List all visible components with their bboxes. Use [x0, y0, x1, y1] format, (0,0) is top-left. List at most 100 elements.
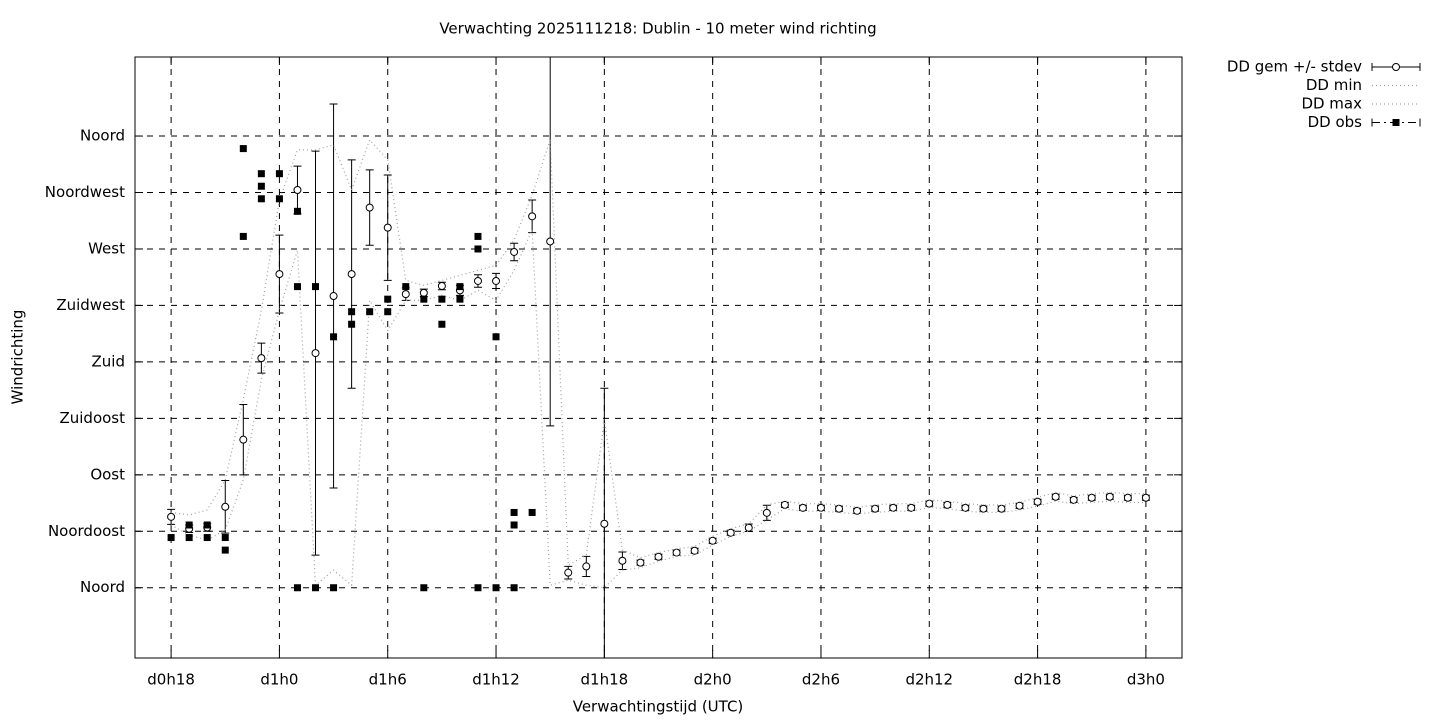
- point: [402, 283, 410, 291]
- point: [347, 270, 356, 279]
- point: [1069, 495, 1078, 504]
- point: [907, 503, 916, 512]
- point: [943, 500, 952, 509]
- point: [329, 292, 338, 301]
- point: [546, 237, 555, 246]
- point: [167, 534, 175, 542]
- point: [456, 283, 464, 291]
- point: [1123, 493, 1132, 502]
- point: [330, 333, 338, 341]
- legend-swatch: [1392, 119, 1400, 126]
- x-tick-label: d3h0: [1127, 671, 1165, 689]
- point: [528, 508, 536, 516]
- point: [239, 435, 248, 444]
- x-tick-label: d1h6: [369, 671, 407, 689]
- point: [438, 295, 446, 303]
- point: [474, 232, 482, 240]
- point: [618, 556, 627, 565]
- point: [365, 203, 374, 212]
- point: [708, 536, 717, 545]
- point: [510, 247, 519, 256]
- point: [492, 276, 501, 285]
- point: [221, 534, 229, 542]
- point: [239, 145, 247, 153]
- point: [997, 504, 1006, 513]
- point: [419, 288, 428, 297]
- point: [798, 503, 807, 512]
- point: [383, 223, 392, 232]
- point: [275, 270, 284, 279]
- point: [654, 552, 663, 561]
- legend-label: DD obs: [1308, 113, 1363, 131]
- point: [1105, 492, 1114, 501]
- x-tick-label: d1h0: [260, 671, 298, 689]
- point: [672, 548, 681, 557]
- point: [420, 295, 428, 303]
- legend-swatch: [1392, 63, 1400, 71]
- point: [275, 170, 283, 178]
- point: [348, 308, 356, 316]
- point: [726, 528, 735, 537]
- x-tick-label: d1h18: [581, 671, 629, 689]
- point: [510, 508, 518, 516]
- point: [203, 534, 211, 542]
- y-tick-label: Zuidwest: [56, 296, 125, 314]
- point: [239, 232, 247, 240]
- y-tick-label: Noordwest: [45, 183, 125, 201]
- point: [474, 584, 482, 592]
- point: [474, 245, 482, 253]
- point: [185, 534, 193, 542]
- point: [979, 504, 988, 513]
- point: [528, 212, 537, 221]
- point: [1033, 497, 1042, 506]
- point: [835, 504, 844, 513]
- point: [293, 584, 301, 592]
- x-axis-label: Verwachtingstijd (UTC): [573, 698, 744, 716]
- y-tick-label: West: [88, 239, 125, 257]
- point: [961, 503, 970, 512]
- point: [636, 558, 645, 567]
- point: [330, 584, 338, 592]
- point: [889, 503, 898, 512]
- point: [185, 521, 193, 529]
- point: [221, 502, 230, 511]
- point: [257, 195, 265, 203]
- point: [257, 170, 265, 178]
- series-line: [170, 229, 1146, 589]
- point: [221, 546, 229, 554]
- y-tick-label: Noord: [80, 127, 125, 145]
- x-tick-label: d1h12: [472, 671, 520, 689]
- point: [925, 499, 934, 508]
- point: [312, 283, 320, 291]
- x-tick-label: d2h12: [905, 671, 953, 689]
- point: [510, 584, 518, 592]
- point: [437, 281, 446, 290]
- point: [257, 354, 266, 363]
- point: [312, 584, 320, 592]
- point: [1087, 493, 1096, 502]
- y-tick-label: Noord: [80, 578, 125, 596]
- plot-border: [134, 56, 1183, 659]
- point: [816, 503, 825, 512]
- point: [473, 276, 482, 285]
- legend-label: DD min: [1306, 76, 1362, 94]
- y-tick-label: Zuidoost: [59, 409, 125, 427]
- point: [311, 349, 320, 358]
- point: [853, 506, 862, 515]
- x-tick-label: d2h18: [1014, 671, 1062, 689]
- point: [203, 521, 211, 529]
- point: [1051, 492, 1060, 501]
- point: [438, 320, 446, 328]
- point: [348, 320, 356, 328]
- y-tick-label: Zuid: [92, 352, 125, 370]
- legend-label: DD gem +/- stdev: [1227, 58, 1362, 76]
- chart-title: Verwachting 2025111218: Dublin - 10 mete…: [439, 20, 876, 38]
- point: [762, 508, 771, 517]
- legend-label: DD max: [1301, 95, 1362, 113]
- point: [401, 290, 410, 299]
- y-tick-label: Oost: [90, 465, 125, 483]
- point: [582, 562, 591, 571]
- point: [384, 308, 392, 316]
- point: [275, 195, 283, 203]
